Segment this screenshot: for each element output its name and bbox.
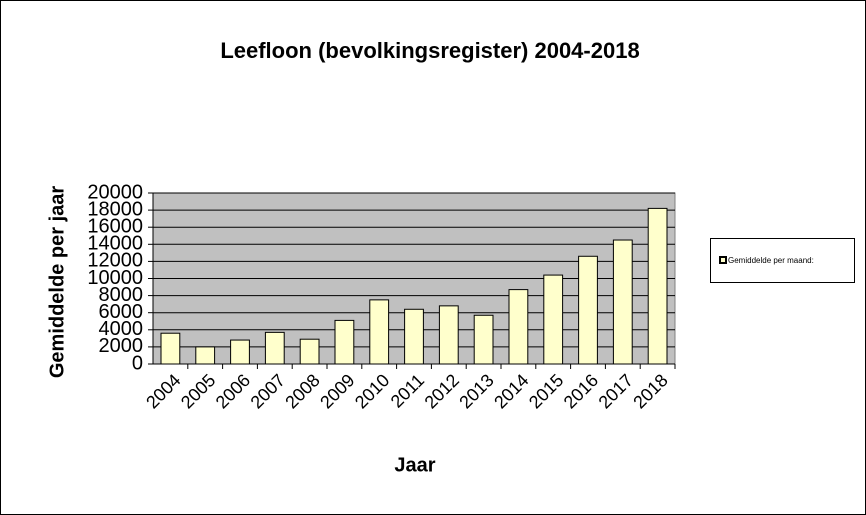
bar [160,332,181,365]
bar [369,299,390,365]
y-tick-label: 2000 [99,335,144,357]
bar [438,305,459,365]
y-tick-label: 4000 [99,318,144,340]
bar [195,346,216,365]
bar [508,289,529,365]
legend-swatch [719,256,727,264]
bar [578,255,598,365]
bar [230,339,250,365]
y-tick-label: 10000 [87,267,143,289]
y-tick-label: 14000 [87,233,143,255]
bar [543,274,564,365]
bar [299,338,320,365]
bar [647,207,668,365]
y-tick-label: 8000 [99,284,144,306]
x-axis-label: Jaar [394,454,435,476]
y-tick-label: 0 [132,352,143,374]
bar [612,239,633,365]
y-tick-label: 20000 [87,181,143,203]
bar [264,331,285,365]
y-tick-label: 16000 [87,215,143,237]
chart-title: Leefloon (bevolkingsregister) 2004-2018 [220,38,639,63]
y-axis-label: Gemiddelde per jaar [46,186,68,379]
y-tick-label: 6000 [99,301,144,323]
bar [404,308,424,365]
bar [334,319,355,365]
legend-label: Gemiddelde per maand: [728,256,814,265]
bar [473,314,494,365]
y-tick-label: 12000 [87,250,143,272]
y-tick-label: 18000 [87,198,143,220]
legend-box [710,238,855,283]
